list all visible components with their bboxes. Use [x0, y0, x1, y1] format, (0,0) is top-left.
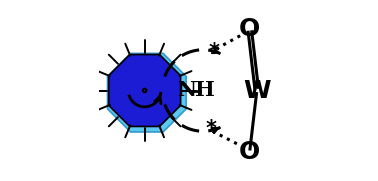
- Text: H: H: [195, 81, 215, 100]
- Text: *: *: [209, 42, 220, 62]
- Text: O: O: [239, 140, 260, 164]
- Polygon shape: [109, 54, 181, 127]
- Text: *: *: [205, 119, 216, 138]
- Text: O: O: [239, 17, 260, 41]
- Text: N: N: [177, 81, 196, 100]
- Polygon shape: [107, 53, 186, 132]
- Text: W: W: [243, 79, 271, 102]
